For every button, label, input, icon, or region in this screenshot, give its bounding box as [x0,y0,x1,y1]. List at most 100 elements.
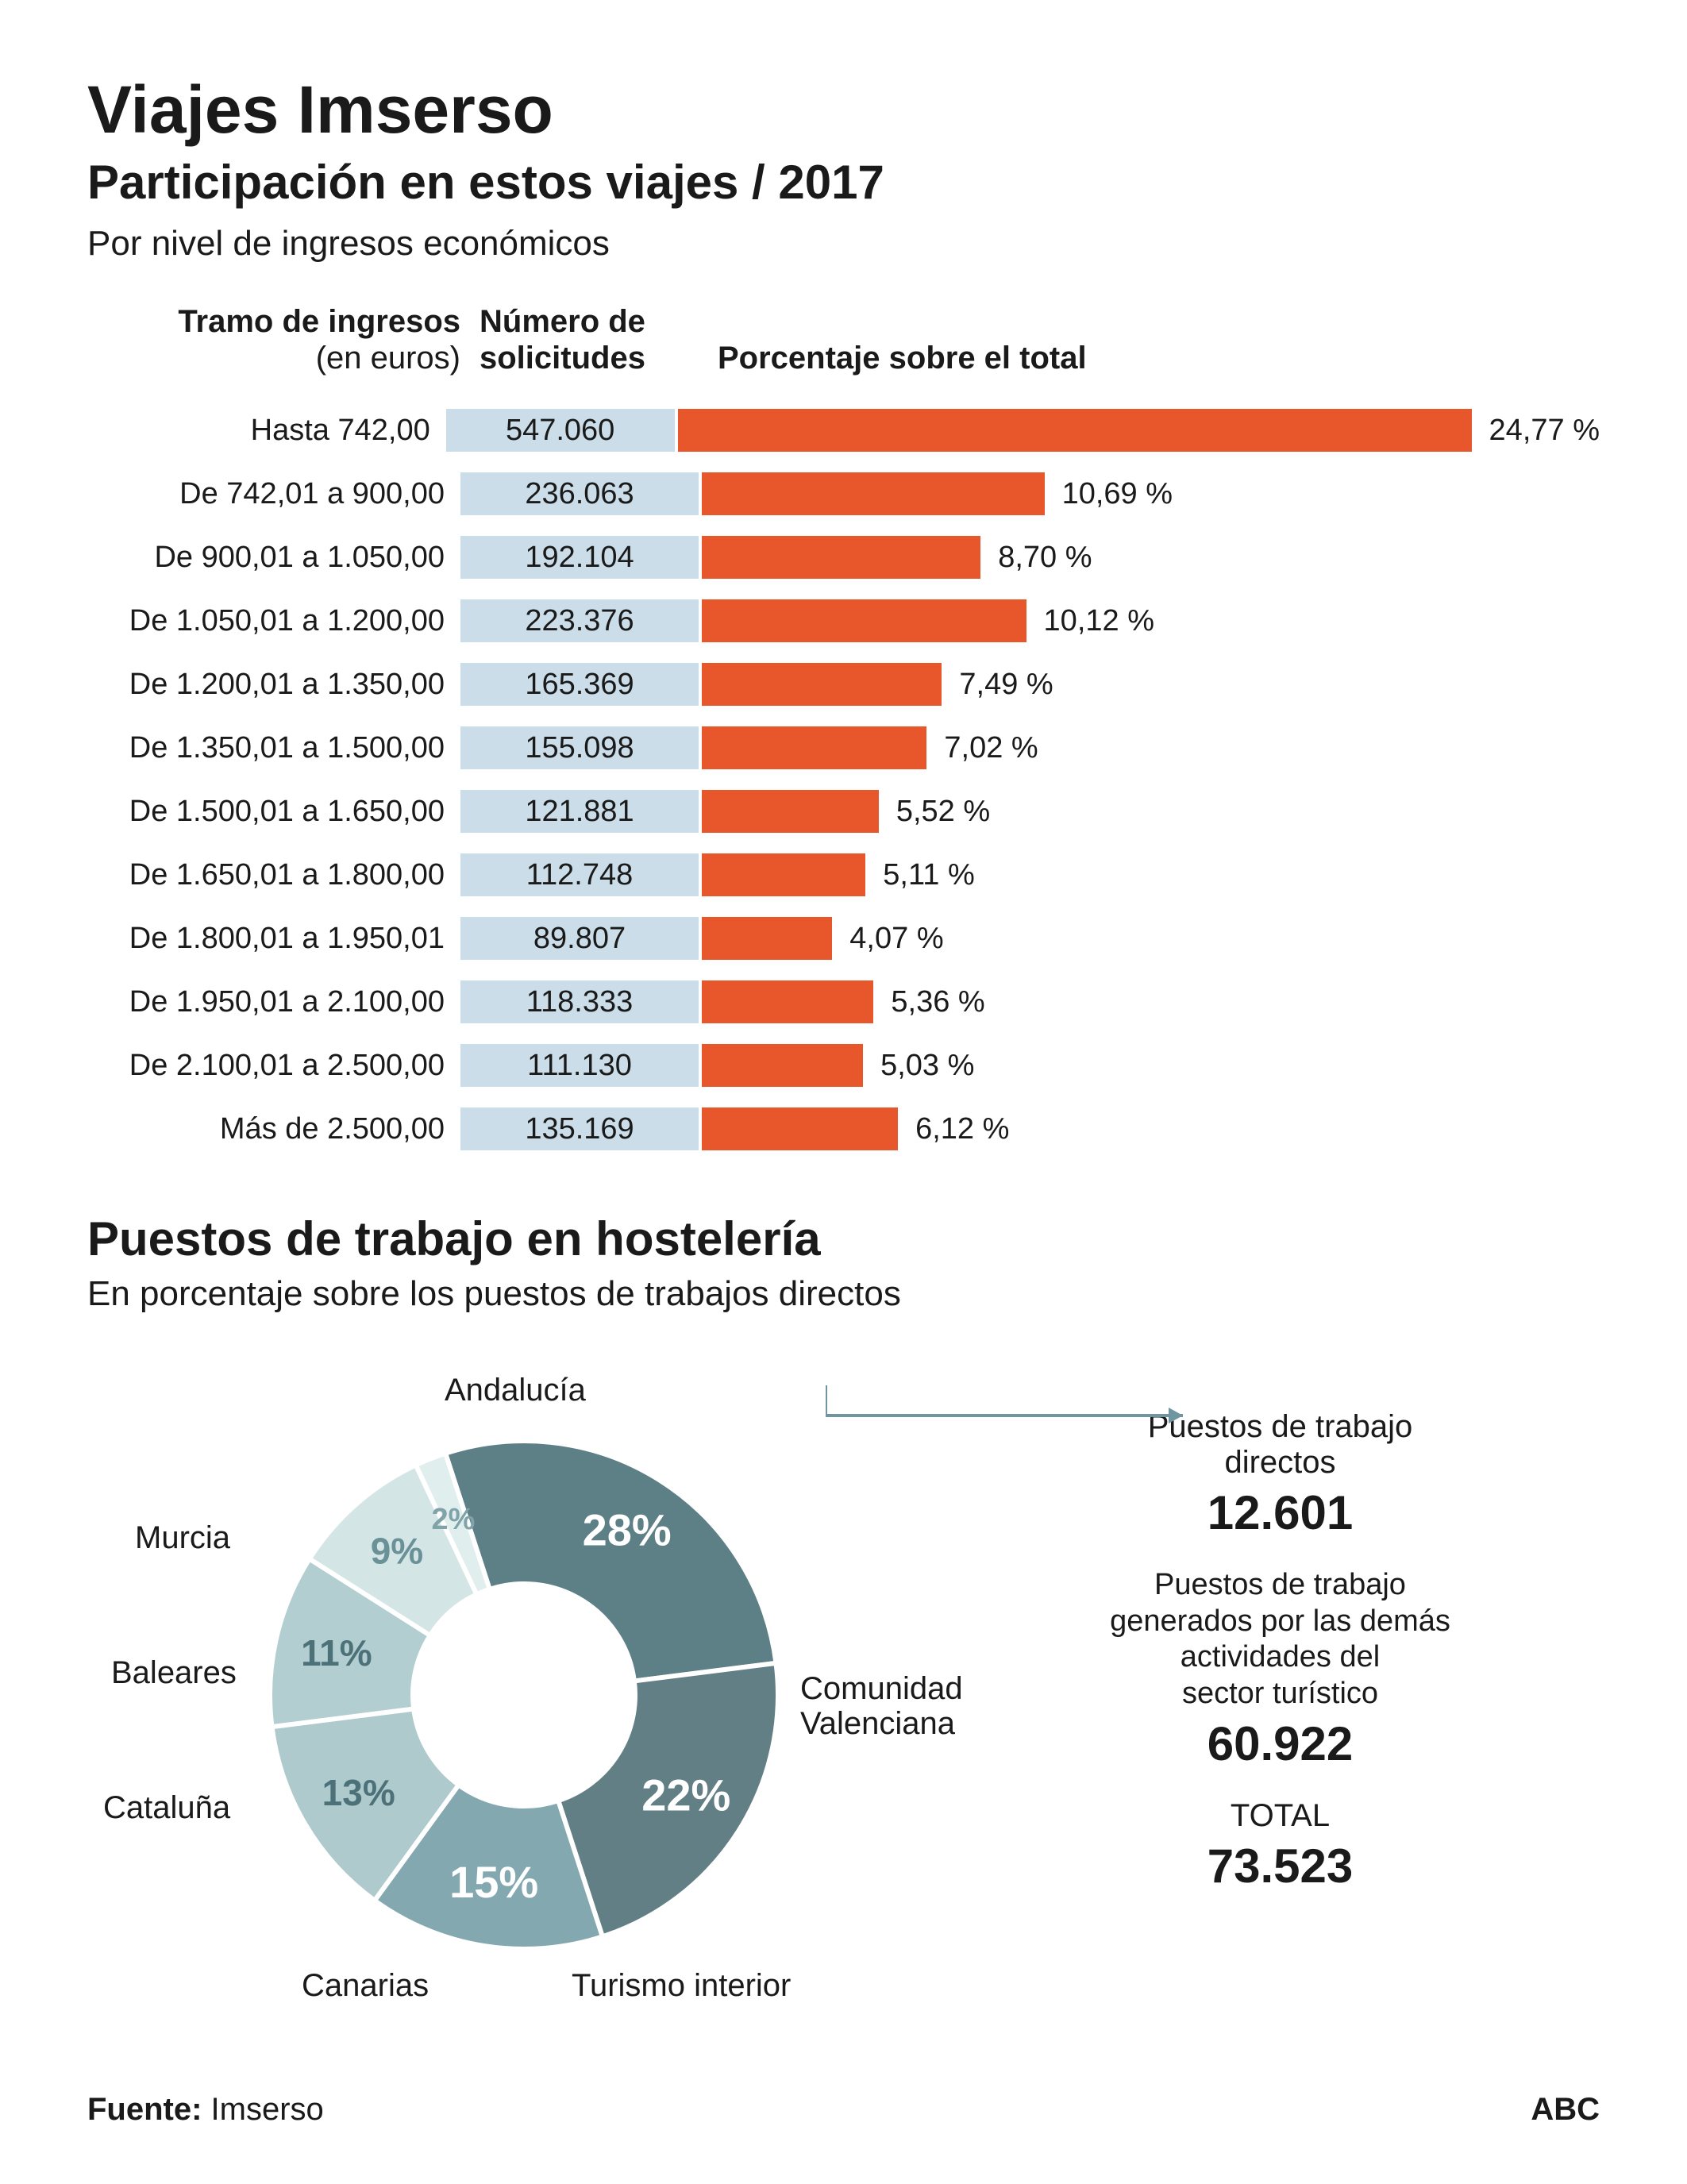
callout-line2: directos [961,1445,1600,1481]
pct-label: 6,12 % [898,1112,1009,1146]
infographic: Viajes Imserso Participación en estos vi… [87,71,1600,2128]
num-cell: 223.376 [460,599,699,642]
bar-area: 10,69 % [699,472,1600,515]
brand: ABC [1531,2092,1600,2128]
bar-row: De 1.050,01 a 1.200,00223.376 10,12 % [87,594,1600,648]
footer: Fuente: Imserso ABC [87,2092,1600,2128]
pct-label: 7,49 % [942,668,1053,702]
callout-total-value: 73.523 [961,1839,1600,1893]
bar-area: 5,03 % [699,1044,1600,1087]
bar-area: 24,77 % [675,409,1600,452]
bar-area: 5,52 % [699,790,1600,833]
header-num: Número de solicitudes [460,303,699,376]
bar-row: De 1.500,01 a 1.650,00121.881 5,52 % [87,784,1600,838]
bar-chart: Hasta 742,00547.060 24,77 % De 742,01 a 90… [87,403,1600,1156]
num-cell: 547.060 [446,409,675,452]
row-label: De 1.050,01 a 1.200,00 [87,604,460,638]
pct-label: 8,70 % [980,541,1092,575]
donut-pct-label: 22% [641,1770,730,1820]
pct-label: 5,52 % [879,795,990,829]
num-cell: 111.130 [460,1044,699,1087]
callout-line3: Puestos de trabajo [961,1567,1600,1604]
donut-slice-label: Baleares [111,1655,237,1691]
pct-label: 24,77 % [1472,414,1600,448]
bar [702,599,1026,642]
bar [702,726,926,769]
pct-label: 5,11 % [865,858,974,892]
row-label: De 2.100,01 a 2.500,00 [87,1049,460,1083]
bar-row: De 2.100,01 a 2.500,00111.1305,03 % [87,1038,1600,1092]
bar-row: De 1.800,01 a 1.950,0189.8074,07 % [87,911,1600,965]
header-tramo: Tramo de ingresos (en euros) [87,303,460,376]
row-label: De 1.950,01 a 2.100,00 [87,985,460,1019]
bar-area: 6,12 % [699,1107,1600,1150]
donut-pct-label: 28% [583,1505,672,1555]
row-label: Más de 2.500,00 [87,1112,460,1146]
bar [702,917,832,960]
bar-area: 7,49 % [699,663,1600,706]
header-tramo-line1: Tramo de ingresos [178,304,460,339]
donut-pct-label: 11% [301,1632,372,1674]
header-tramo-line2: (en euros) [87,340,460,376]
bar-row: De 742,01 a 900,00236.06310,69 % [87,467,1600,521]
donut-pct-label: 13% [322,1772,395,1813]
donut-slice [445,1441,776,1681]
row-label: De 1.350,01 a 1.500,00 [87,731,460,765]
bar [702,663,942,706]
bar-area: 5,11 % [699,853,1600,896]
callout-arrow-icon [826,1377,1381,1441]
num-cell: 155.098 [460,726,699,769]
bar [702,1044,863,1087]
num-cell: 89.807 [460,917,699,960]
row-label: De 1.800,01 a 1.950,01 [87,922,460,956]
bar-row: De 900,01 a 1.050,00192.104 8,70 % [87,530,1600,584]
donut-slice-label: Murcia [135,1520,230,1556]
bar-row: De 1.200,01 a 1.350,00165.3697,49 % [87,657,1600,711]
bar-chart-headers: Tramo de ingresos (en euros) Número de s… [87,303,1600,376]
sub-title: Participación en estos viajes / 2017 [87,155,1600,210]
pct-label: 7,02 % [926,731,1038,765]
bar [702,1107,898,1150]
main-title: Viajes Imserso [87,71,1600,148]
header-pct: Porcentaje sobre el total [699,341,1600,376]
bar-area: 7,02 % [699,726,1600,769]
donut-chart: 28%22%15%13%11%9%2% [254,1425,794,1965]
bar [702,853,865,896]
num-cell: 165.369 [460,663,699,706]
row-label: De 900,01 a 1.050,00 [87,541,460,575]
pct-label: 5,36 % [873,985,984,1019]
row-label: De 1.500,01 a 1.650,00 [87,795,460,829]
callout-value1: 12.601 [961,1485,1600,1540]
bar [702,536,980,579]
pct-label: 10,12 % [1026,604,1154,638]
callout-line4: generados por las demás [961,1604,1600,1640]
bar-row: De 1.350,01 a 1.500,00155.098 7,02 % [87,721,1600,775]
row-label: De 742,01 a 900,00 [87,477,460,511]
row-label: De 1.650,01 a 1.800,00 [87,858,460,892]
donut-pct-label: 15% [449,1857,538,1907]
donut-slice-label: Andalucía [445,1373,586,1408]
source-label: Fuente: [87,2092,202,2127]
num-cell: 118.333 [460,980,699,1023]
donut-pct-label: 2% [431,1503,475,1536]
pct-label: 10,69 % [1045,477,1173,511]
donut-slice-label: Turismo interior [572,1968,791,2004]
callout-column: Puestos de trabajo directos 12.601 Puest… [961,1346,1600,1920]
callout-line6: sector turístico [961,1676,1600,1712]
donut-slice-label: Cataluña [103,1790,230,1826]
bar-area: 10,12 % [699,599,1600,642]
bar-area: 4,07 % [699,917,1600,960]
num-cell: 112.748 [460,853,699,896]
bar-row: De 1.650,01 a 1.800,00112.748 5,11 % [87,848,1600,902]
donut-slice-label: ComunidadValenciana [800,1671,963,1741]
callout-total-label: TOTAL [961,1798,1600,1834]
bar [702,472,1045,515]
bar [702,980,873,1023]
caption: Por nivel de ingresos económicos [87,224,1600,264]
num-cell: 192.104 [460,536,699,579]
row-label: Hasta 742,00 [87,414,446,448]
num-cell: 121.881 [460,790,699,833]
bar-row: De 1.950,01 a 2.100,00118.333 5,36 % [87,975,1600,1029]
source: Fuente: Imserso [87,2092,324,2128]
bar-area: 8,70 % [699,536,1600,579]
